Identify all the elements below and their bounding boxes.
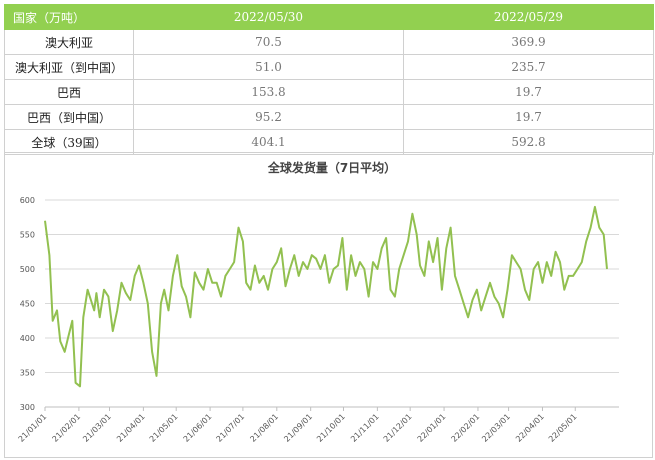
x-tick-label: 21/07/01 [215,412,247,444]
row-value-2: 235.7 [403,54,654,80]
row-value-2: 369.9 [403,29,654,55]
header-country: 国家（万吨） [4,4,134,30]
x-tick-label: 21/09/01 [282,412,314,444]
table-row: 巴西 153.8 19.7 [4,79,654,105]
x-tick-label: 21/01/01 [17,412,49,444]
row-country: 巴西（到中国） [4,104,134,130]
table-row: 澳大利亚（到中国） 51.0 235.7 [4,54,654,80]
shipment-line-chart: 全球发货量（7日平均） 300 350 400 450 500 550 600 21/01/01… [17,160,619,444]
table-row: 澳大利亚 70.5 369.9 [4,29,654,55]
row-value-1: 153.8 [133,79,404,105]
row-value-2: 19.7 [403,79,654,105]
x-tick-label: 21/11/01 [349,412,381,444]
x-tick-label: 21/12/01 [382,412,414,444]
x-tick-label: 21/04/01 [115,412,147,444]
y-tick-label: 600 [20,196,35,205]
x-tick-label: 21/03/01 [81,412,113,444]
x-tick-label: 22/01/01 [416,412,448,444]
shipment-table: 国家（万吨） 2022/05/30 2022/05/29 澳大利亚 70.5 3… [4,4,654,155]
header-date-1: 2022/05/30 [133,4,404,30]
row-value-1: 95.2 [133,104,404,130]
x-tick-label: 21/08/01 [248,412,280,444]
y-tick-label: 500 [20,265,35,274]
row-value-2: 592.8 [403,129,654,155]
series-line [44,205,608,388]
y-tick-label: 400 [20,334,35,343]
row-value-1: 404.1 [133,129,404,155]
row-country: 全球（39国） [4,129,134,155]
chart-title: 全球发货量（7日平均） [267,160,396,175]
x-tick-label: 22/03/01 [480,412,512,444]
x-tick-label: 22/04/01 [514,412,546,444]
y-tick-label: 550 [20,231,35,240]
y-tick-label: 350 [20,369,35,378]
y-tick-label: 450 [20,300,35,309]
row-country: 澳大利亚 [4,29,134,55]
row-value-2: 19.7 [403,104,654,130]
table-row: 全球（39国） 404.1 592.8 [4,129,654,155]
x-tick-label: 21/05/01 [148,412,180,444]
row-country: 澳大利亚（到中国） [4,54,134,80]
x-tick-label: 21/10/01 [315,412,347,444]
table-header-row: 国家（万吨） 2022/05/30 2022/05/29 [4,4,654,30]
x-tick-label: 22/05/01 [547,412,579,444]
y-tick-label: 300 [20,403,35,412]
table-row: 巴西（到中国） 95.2 19.7 [4,104,654,130]
x-tick-label: 22/02/01 [450,412,482,444]
x-tick-label: 21/06/01 [182,412,214,444]
chart-panel: 全球发货量（7日平均） 300 350 400 450 500 550 600 21/01/01… [4,152,653,458]
header-date-2: 2022/05/29 [403,4,654,30]
row-value-1: 51.0 [133,54,404,80]
x-tick-label: 21/02/01 [51,412,83,444]
row-country: 巴西 [4,79,134,105]
row-value-1: 70.5 [133,29,404,55]
